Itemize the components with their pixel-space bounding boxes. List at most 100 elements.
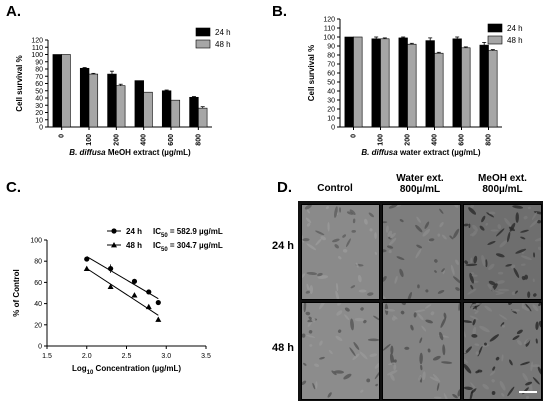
y-axis-label: Cell survival % bbox=[15, 55, 24, 111]
legend-swatch-48h bbox=[195, 39, 211, 49]
micrograph-texture bbox=[383, 205, 460, 299]
scale-bar bbox=[519, 391, 537, 393]
point-48h bbox=[131, 292, 138, 298]
bar-24h-100 bbox=[79, 67, 90, 128]
row-header-24h: 24 h bbox=[272, 240, 295, 252]
ic50-label-24h: IC50 = 582.9 µg/mL bbox=[153, 227, 223, 239]
y-tick-label: 20 bbox=[35, 110, 43, 117]
panel-b-letter: B. bbox=[272, 3, 287, 20]
y-tick-label: 0 bbox=[39, 125, 43, 132]
y-tick-label: 90 bbox=[35, 59, 43, 66]
ic50-value: = 582.9 µg/mL bbox=[168, 227, 223, 236]
y-tick-label: 40 bbox=[35, 96, 43, 103]
x-tick-label: 3.0 bbox=[161, 353, 171, 360]
x-tick-label: 100 bbox=[86, 134, 93, 146]
x-tick-label: 400 bbox=[141, 134, 148, 146]
x-axis-label-species: B. diffusa bbox=[361, 148, 398, 157]
col-header-control: Control bbox=[317, 183, 353, 194]
fit-line-48h bbox=[86, 268, 159, 316]
micrograph-texture bbox=[383, 303, 460, 399]
y-tick-label: 40 bbox=[327, 89, 335, 96]
bar-24h-400 bbox=[134, 80, 144, 128]
micrograph-water-48h bbox=[382, 302, 461, 400]
legend-label-24h: 24 h bbox=[215, 28, 231, 37]
bar-48h-400 bbox=[143, 91, 153, 128]
y-tick-label: 120 bbox=[323, 17, 335, 24]
point-48h bbox=[145, 303, 152, 310]
x-tick-label: 200 bbox=[405, 134, 412, 146]
panel-d-letter: D. bbox=[277, 179, 292, 196]
bar-48h-0 bbox=[61, 54, 71, 128]
bar-48h-400 bbox=[434, 52, 444, 128]
bar-48h-100 bbox=[88, 73, 99, 128]
bar-48h-200 bbox=[116, 85, 126, 128]
bar-24h-800 bbox=[189, 96, 199, 128]
bar-48h-600 bbox=[170, 99, 181, 128]
y-tick-label: 30 bbox=[327, 98, 335, 105]
x-tick-label: 2.0 bbox=[82, 353, 92, 360]
y-tick-label: 20 bbox=[34, 322, 42, 329]
x-tick-label: 2.5 bbox=[122, 353, 132, 360]
y-tick-label: 110 bbox=[32, 45, 43, 52]
point-48h bbox=[83, 265, 90, 272]
x-tick-label: 600 bbox=[459, 134, 466, 146]
y-axis-label: Cell survival % bbox=[307, 45, 316, 101]
point-24h bbox=[155, 299, 161, 306]
y-tick-label: 20 bbox=[327, 107, 335, 114]
bar-24h-100 bbox=[371, 38, 381, 128]
ic50-prefix: IC bbox=[153, 241, 161, 250]
legend-label-24h: 24 h bbox=[126, 227, 142, 236]
micrograph-meoh-24h bbox=[463, 204, 542, 300]
y-tick-label: 70 bbox=[35, 74, 43, 81]
x-axis-label: B. diffusa water extract (µg/mL) bbox=[361, 148, 481, 157]
bar-24h-600 bbox=[452, 38, 462, 128]
micrograph-texture bbox=[464, 303, 541, 399]
bar-24h-400 bbox=[425, 40, 435, 128]
col-header-meoh: MeOH ext. 800µ/mL bbox=[478, 173, 527, 195]
y-tick-label: 10 bbox=[327, 116, 335, 123]
bar-24h-600 bbox=[161, 90, 172, 128]
x-tick-label: 100 bbox=[378, 134, 385, 146]
legend-label-48h: 48 h bbox=[126, 241, 142, 250]
y-tick-label: 120 bbox=[31, 38, 43, 45]
y-tick-label: 80 bbox=[327, 53, 335, 60]
legend-swatch-24h bbox=[195, 27, 211, 37]
bar-48h-0 bbox=[353, 36, 363, 128]
ic50-sub: 50 bbox=[161, 233, 168, 239]
point-48h bbox=[107, 283, 114, 290]
legend-marker-24h bbox=[111, 228, 117, 234]
bar-48h-100 bbox=[380, 38, 390, 128]
legend-label-24h: 24 h bbox=[507, 24, 523, 33]
x-axis-label-sub: 10 bbox=[87, 370, 94, 376]
x-tick-label: 800 bbox=[195, 134, 202, 146]
y-tick-label: 60 bbox=[35, 81, 43, 88]
bar-24h-800 bbox=[479, 44, 489, 128]
micrograph-control-48h bbox=[301, 302, 380, 400]
point-24h bbox=[131, 278, 138, 284]
y-tick-label: 50 bbox=[327, 80, 335, 87]
x-tick-label: 0 bbox=[351, 134, 358, 138]
panel-a-letter: A. bbox=[6, 3, 21, 20]
panel-c-letter: C. bbox=[6, 179, 21, 196]
point-24h bbox=[108, 266, 114, 272]
x-axis-label: B. diffusa MeOH extract (µg/mL) bbox=[69, 148, 191, 157]
col-header-water: Water ext. 800µ/mL bbox=[396, 173, 444, 195]
ic50-label-48h: IC50 = 304.7 µg/mL bbox=[153, 241, 223, 253]
y-tick-label: 30 bbox=[35, 103, 43, 110]
bar-24h-200 bbox=[107, 73, 117, 128]
row-header-48h: 48 h bbox=[272, 342, 295, 354]
y-tick-label: 0 bbox=[331, 125, 335, 132]
micrograph-grid bbox=[298, 201, 543, 401]
y-tick-label: 70 bbox=[327, 62, 335, 69]
x-tick-label: 600 bbox=[168, 134, 175, 146]
micrograph-texture bbox=[302, 303, 379, 399]
y-tick-label: 100 bbox=[31, 52, 43, 59]
bar-24h-0 bbox=[344, 36, 354, 128]
micrograph-meoh-48h bbox=[463, 302, 542, 400]
x-tick-label: 0 bbox=[59, 134, 66, 138]
x-tick-label: 1.5 bbox=[42, 353, 52, 360]
ic50-value: = 304.7 µg/mL bbox=[168, 241, 223, 250]
point-48h bbox=[155, 316, 162, 322]
ic50-prefix: IC bbox=[153, 227, 161, 236]
y-tick-label: 60 bbox=[327, 71, 335, 78]
